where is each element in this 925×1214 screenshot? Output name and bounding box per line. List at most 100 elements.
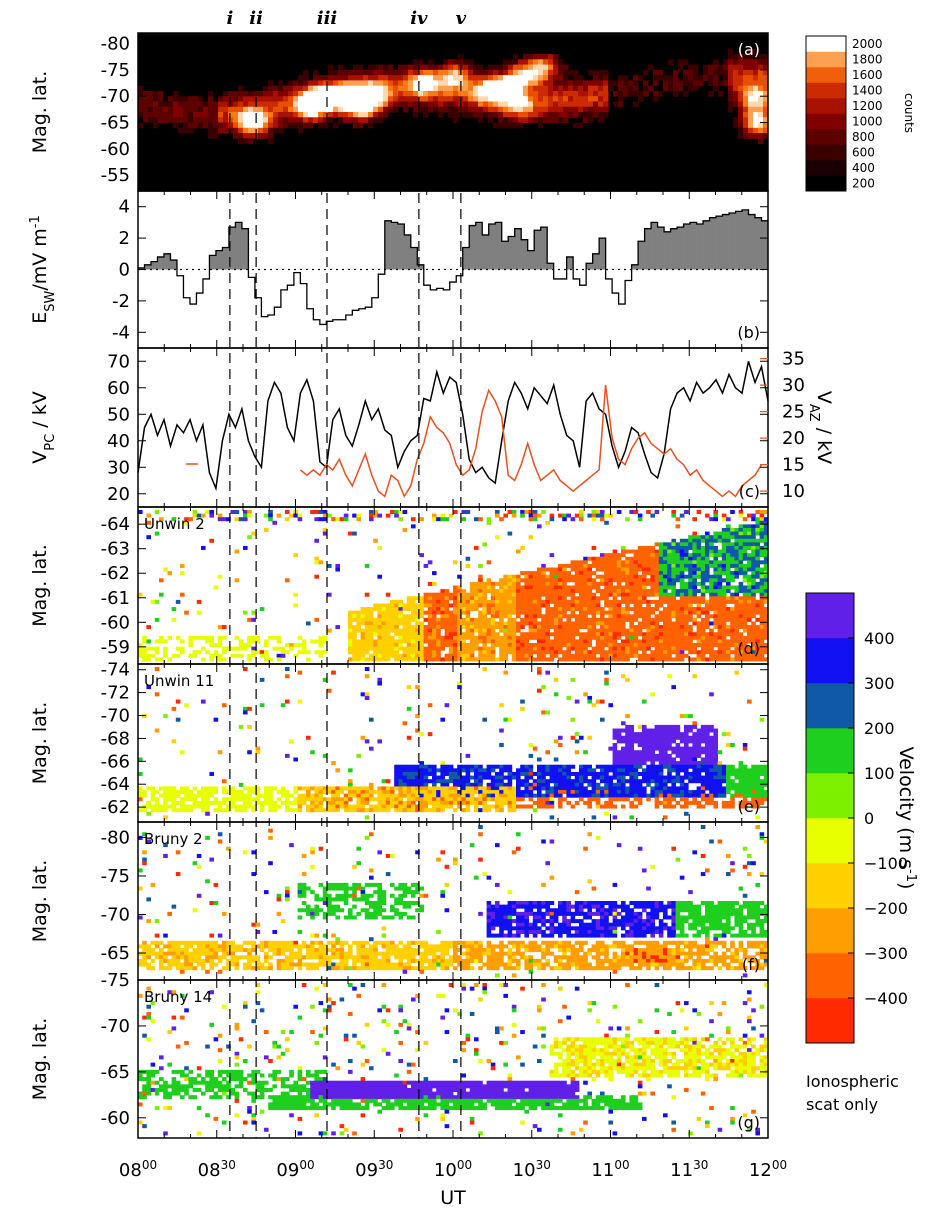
heatmap-cell bbox=[368, 80, 374, 87]
velocity-cell bbox=[734, 625, 739, 630]
velocity-cell bbox=[322, 517, 328, 522]
velocity-cell bbox=[658, 574, 664, 579]
velocity-cell bbox=[751, 643, 756, 648]
velocity-cell bbox=[747, 581, 752, 586]
velocity-cell bbox=[469, 635, 475, 640]
velocity-cell bbox=[587, 639, 592, 644]
velocity-cell bbox=[675, 628, 681, 633]
velocity-cell bbox=[163, 793, 168, 798]
velocity-cell bbox=[293, 513, 298, 518]
velocity-cell bbox=[621, 607, 626, 612]
velocity-cell bbox=[553, 757, 559, 762]
velocity-cell bbox=[314, 808, 319, 813]
velocity-cell bbox=[528, 797, 534, 802]
velocity-cell bbox=[574, 513, 580, 518]
velocity-cell bbox=[419, 625, 424, 630]
velocity-cell bbox=[541, 768, 546, 773]
velocity-cell bbox=[600, 578, 605, 583]
velocity-cell bbox=[696, 538, 702, 543]
heatmap-cell bbox=[618, 85, 624, 92]
heatmap-cell bbox=[463, 101, 469, 108]
heatmap-cell bbox=[263, 85, 269, 92]
velocity-cell bbox=[511, 578, 517, 583]
velocity-cell bbox=[721, 563, 727, 568]
velocity-cell bbox=[486, 650, 492, 655]
heatmap-cell bbox=[383, 106, 389, 113]
velocity-cell bbox=[637, 657, 643, 662]
velocity-cell bbox=[658, 653, 664, 658]
velocity-cell bbox=[684, 581, 689, 586]
velocity-cell bbox=[423, 639, 429, 644]
heatmap-cell bbox=[523, 64, 529, 71]
velocity-cell bbox=[238, 790, 244, 795]
velocity-cell bbox=[721, 650, 727, 655]
velocity-cell bbox=[516, 653, 521, 658]
heatmap-cell bbox=[268, 80, 274, 87]
velocity-cell bbox=[751, 646, 756, 651]
velocity-cell bbox=[423, 563, 429, 568]
heatmap-cell bbox=[618, 90, 624, 97]
velocity-cell bbox=[474, 625, 479, 630]
velocity-cell bbox=[469, 800, 475, 805]
velocity-cell bbox=[209, 643, 214, 648]
velocity-cell bbox=[528, 617, 534, 622]
heatmap-cell bbox=[763, 85, 768, 92]
heatmap-cell bbox=[493, 80, 499, 87]
heatmap-cell bbox=[483, 101, 489, 108]
velocity-cell bbox=[381, 786, 387, 791]
heatmap-cell bbox=[548, 69, 554, 76]
heatmap-cell bbox=[453, 101, 459, 108]
velocity-cell bbox=[553, 639, 559, 644]
heatmap-cell bbox=[223, 127, 229, 134]
velocity-cell bbox=[520, 571, 525, 576]
esw-bar bbox=[592, 253, 600, 270]
velocity-cell bbox=[222, 797, 227, 802]
heatmap-cell bbox=[663, 80, 669, 87]
velocity-cell bbox=[625, 653, 630, 658]
velocity-cell bbox=[574, 793, 580, 798]
velocity-cell bbox=[406, 603, 412, 608]
velocity-cell bbox=[499, 775, 504, 780]
velocity-cell bbox=[570, 653, 576, 658]
velocity-cell bbox=[646, 610, 651, 615]
heatmap-cell bbox=[268, 122, 274, 129]
velocity-cell bbox=[747, 639, 752, 644]
velocity-cell bbox=[499, 804, 504, 809]
velocity-cell bbox=[570, 578, 576, 583]
heatmap-cell bbox=[338, 75, 344, 81]
velocity-cell bbox=[503, 578, 508, 583]
heatmap-cell bbox=[283, 96, 289, 102]
heatmap-cell bbox=[453, 90, 459, 97]
velocity-cell bbox=[532, 607, 538, 612]
velocity-cell bbox=[474, 800, 479, 805]
heatmap-cell bbox=[578, 75, 584, 81]
velocity-cell bbox=[495, 610, 500, 615]
velocity-cell bbox=[558, 617, 563, 622]
velocity-cell bbox=[679, 571, 685, 576]
velocity-cell bbox=[650, 599, 655, 604]
velocity-cell bbox=[583, 750, 588, 755]
velocity-cell bbox=[650, 632, 655, 637]
velocity-cell bbox=[499, 625, 504, 630]
velocity-cell bbox=[591, 628, 597, 633]
velocity-cell bbox=[503, 782, 508, 787]
velocity-cell bbox=[507, 589, 513, 594]
velocity-cell bbox=[604, 560, 609, 565]
velocity-cell bbox=[335, 797, 340, 802]
velocity-cell bbox=[486, 764, 492, 769]
velocity-cell bbox=[700, 643, 706, 648]
velocity-cell bbox=[621, 578, 626, 583]
velocity-cell bbox=[675, 563, 681, 568]
velocity-cell bbox=[705, 607, 710, 612]
velocity-cell bbox=[188, 797, 193, 802]
velocity-cell bbox=[667, 657, 672, 662]
velocity-cell bbox=[390, 625, 395, 630]
heatmap-cell bbox=[463, 80, 469, 87]
velocity-cell bbox=[726, 531, 731, 536]
velocity-cell bbox=[763, 535, 769, 540]
heatmap-cell bbox=[538, 101, 544, 108]
heatmap-cell bbox=[558, 101, 564, 108]
velocity-cell bbox=[436, 592, 441, 597]
velocity-cell bbox=[499, 808, 504, 813]
velocity-cell bbox=[574, 779, 580, 784]
